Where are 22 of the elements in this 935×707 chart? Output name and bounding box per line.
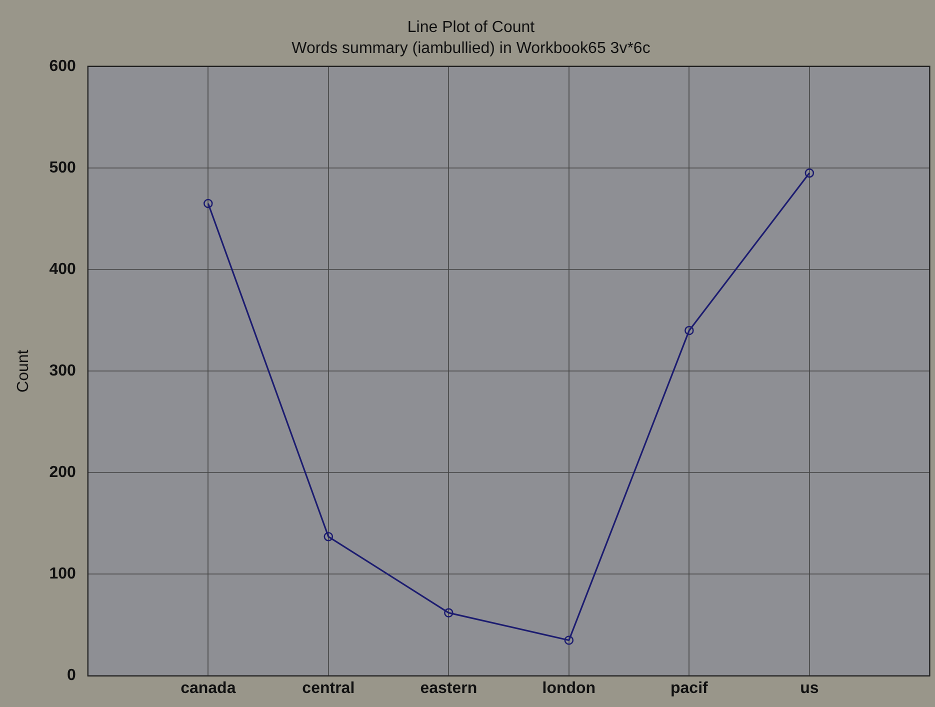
x-tick-label: pacif — [670, 680, 709, 697]
point — [444, 608, 454, 618]
y-tick-label: 600 — [49, 58, 76, 75]
x-tick-label: canada — [180, 680, 236, 697]
y-tick-label: 500 — [49, 159, 76, 176]
x-tick-label: london — [542, 680, 596, 697]
y-tick-label: 100 — [49, 566, 76, 583]
point — [804, 168, 814, 178]
point — [564, 636, 574, 645]
x-tick-label: eastern — [420, 680, 478, 697]
point — [684, 326, 694, 336]
y-axis-title: Count — [15, 349, 32, 392]
chart-title: Line Plot of Count — [407, 19, 536, 36]
y-tick-label: 200 — [49, 464, 76, 482]
y-tick-label: 400 — [49, 260, 76, 278]
point — [324, 532, 334, 542]
x-tick-label: central — [302, 680, 355, 697]
y-tick-label: 0 — [66, 667, 76, 684]
point — [204, 198, 213, 208]
x-tick-label: us — [800, 680, 819, 697]
y-tick-label: 300 — [49, 362, 76, 380]
chart-subtitle: Words summary (iambullied) in Workbook65 3v*6c — [292, 40, 650, 58]
